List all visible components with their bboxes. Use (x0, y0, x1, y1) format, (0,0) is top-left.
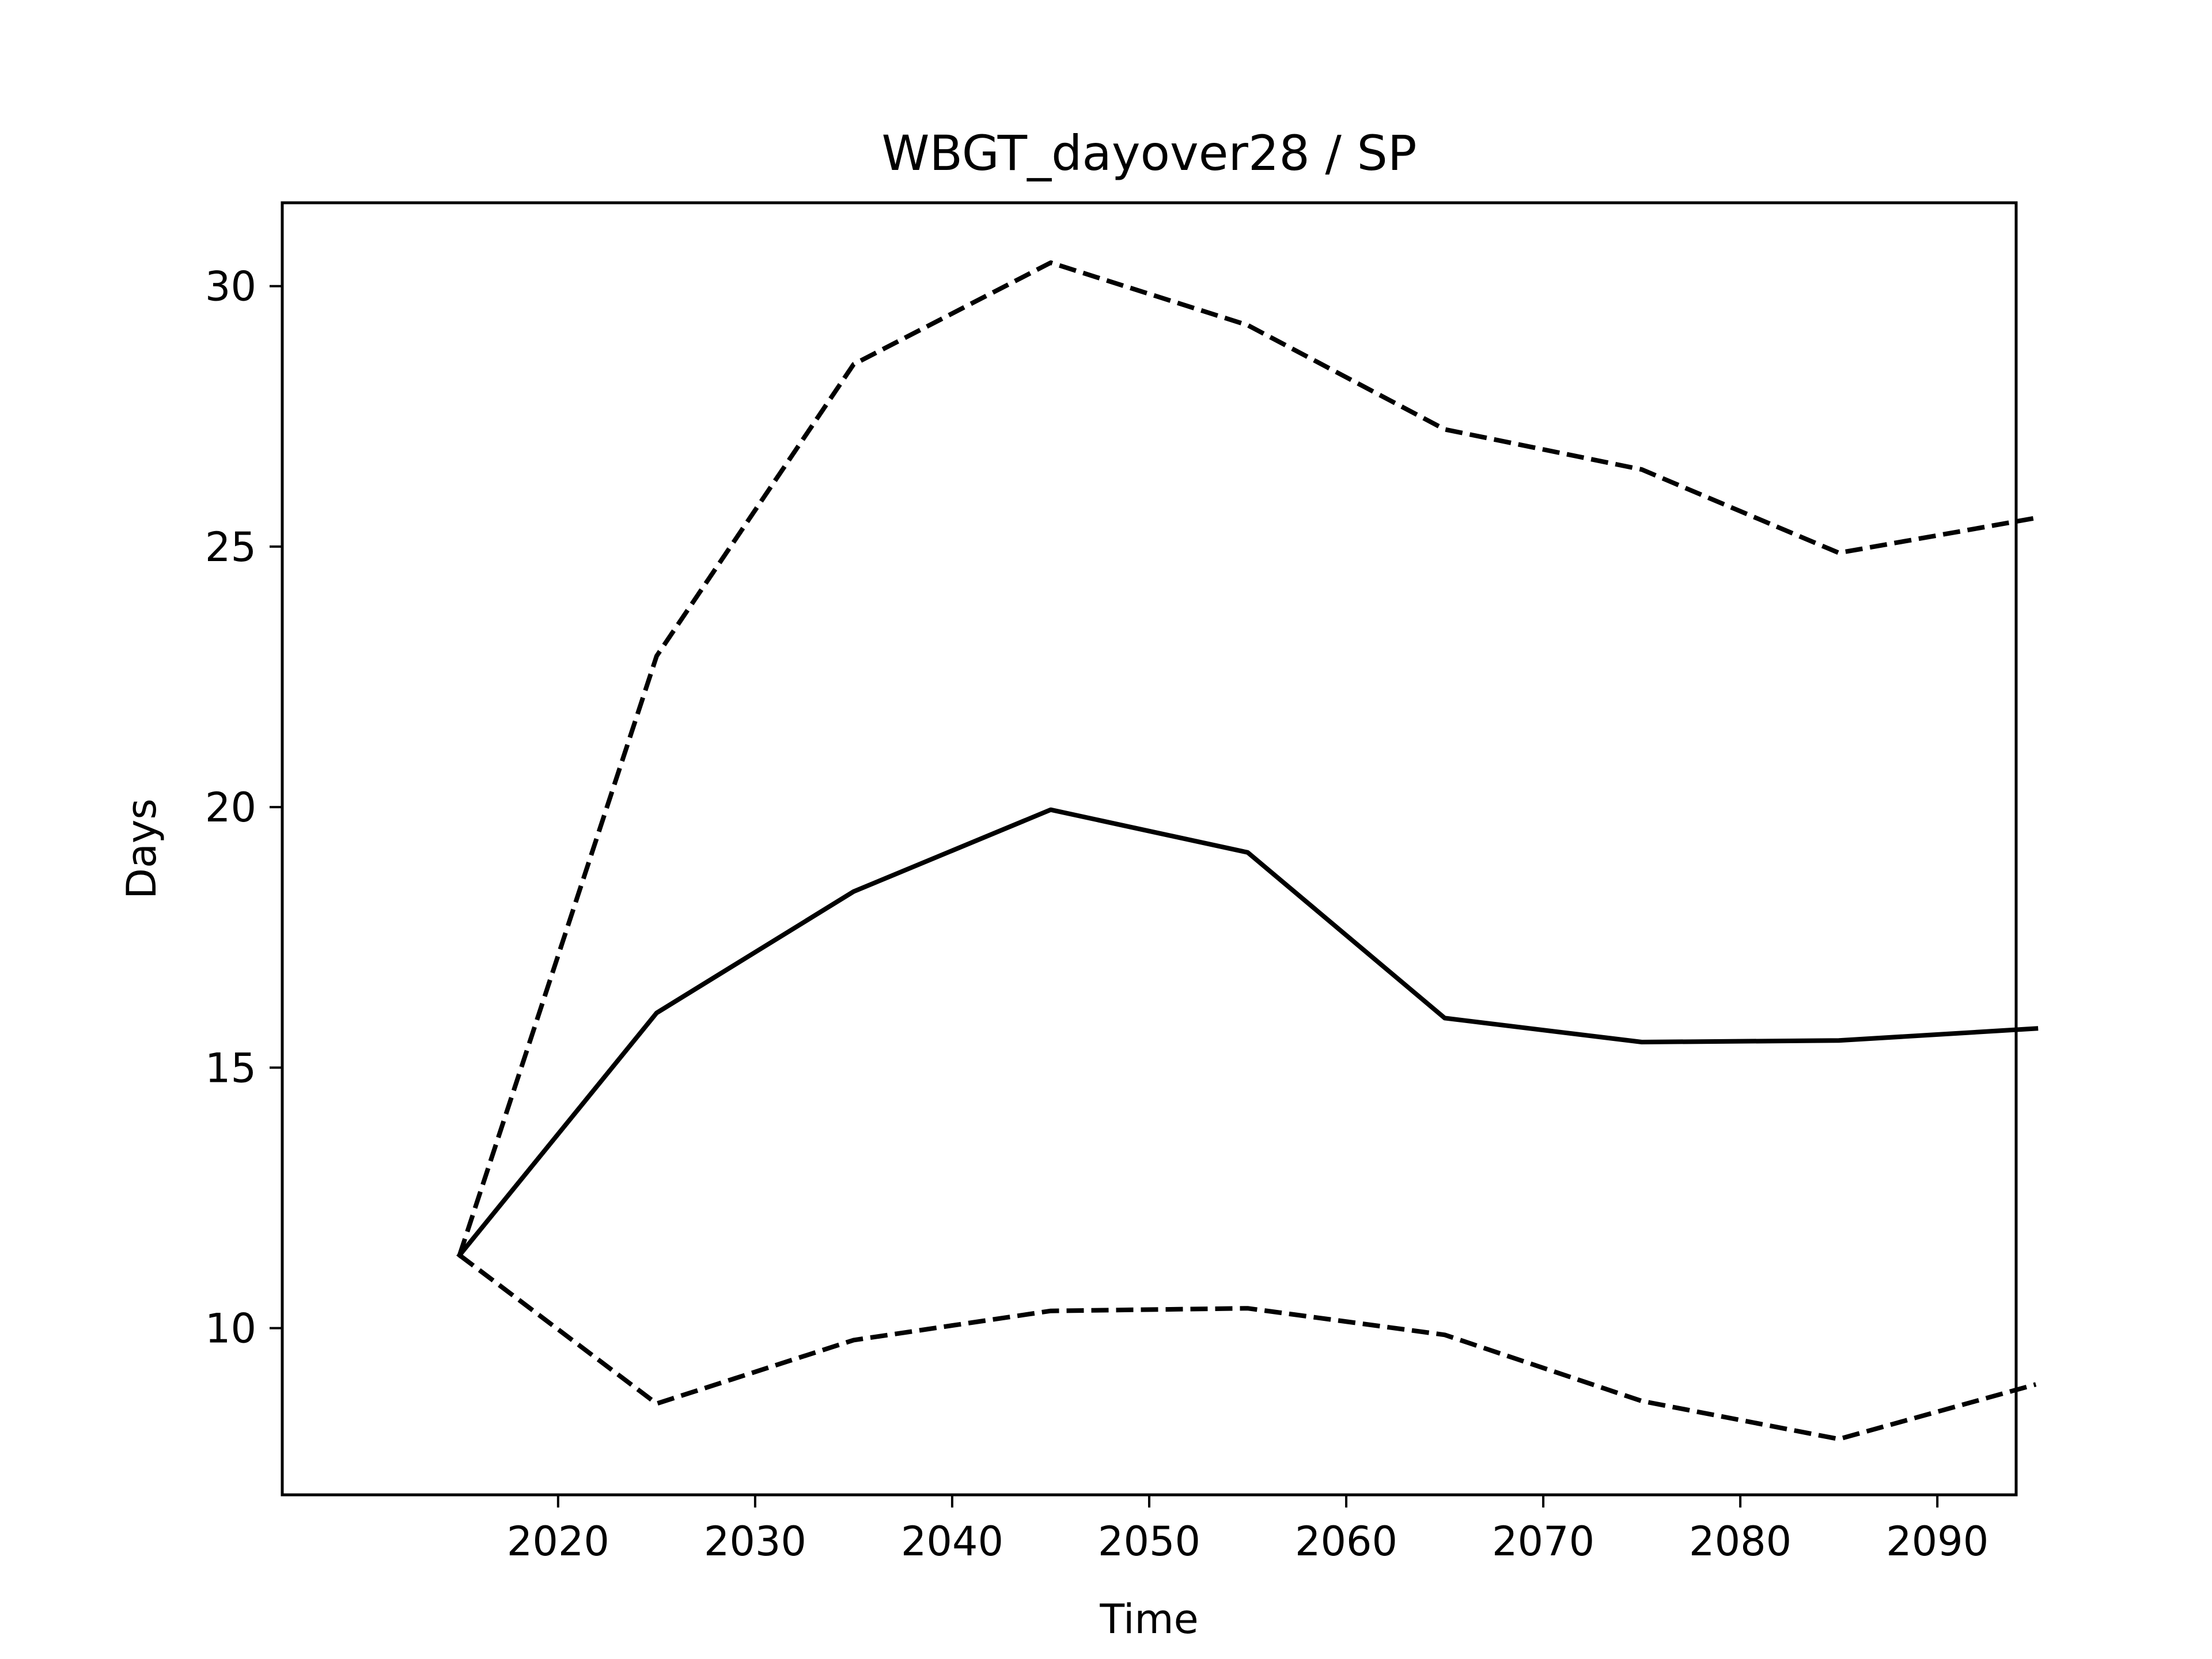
y-tick-label: 30 (205, 263, 256, 310)
upper-bound-line (457, 260, 2036, 1256)
y-axis: 10 15 20 25 30 (205, 263, 282, 1353)
y-tick-label: 15 (205, 1044, 256, 1092)
y-tick-label: 20 (205, 784, 256, 831)
x-tick-label: 2060 (1295, 1518, 1397, 1565)
x-tick-label: 2090 (1886, 1518, 1988, 1565)
median-line (456, 807, 2039, 1259)
x-tick-label: 2080 (1689, 1518, 1791, 1565)
y-axis-label: Days (118, 798, 165, 899)
x-tick-label: 2020 (507, 1518, 609, 1565)
y-tick-label: 10 (205, 1305, 256, 1353)
x-axis: 2020 2030 2040 2050 2060 2070 2080 2090 (507, 1495, 1988, 1565)
x-tick-label: 2030 (704, 1518, 806, 1565)
x-axis-label: Time (1099, 1596, 1198, 1643)
x-tick-label: 2040 (901, 1518, 1003, 1565)
lower-bound-line (458, 1253, 2037, 1442)
x-tick-label: 2070 (1492, 1518, 1594, 1565)
x-tick-label: 2050 (1098, 1518, 1200, 1565)
series-layer (456, 260, 2039, 1442)
y-tick-label: 25 (205, 524, 256, 571)
chart-title: WBGT_dayover28 / SP (881, 125, 1416, 181)
plot-frame (281, 201, 2018, 1497)
